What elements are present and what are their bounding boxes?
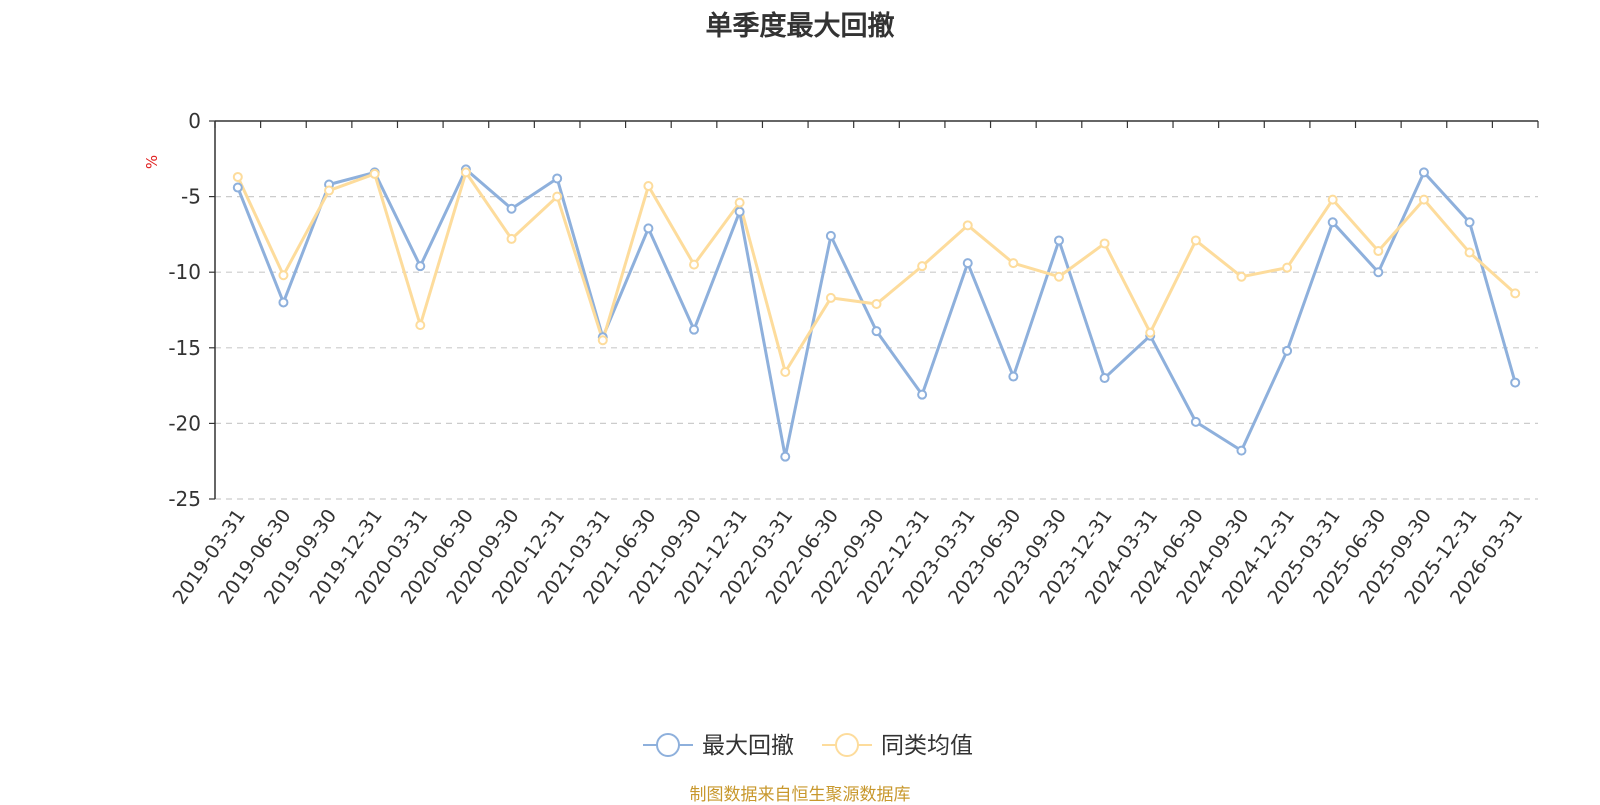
data-point-2 xyxy=(324,185,335,196)
data-point-1 xyxy=(1008,371,1019,382)
data-point-2 xyxy=(597,335,608,346)
data-point-1 xyxy=(734,206,745,217)
data-point-2 xyxy=(689,259,700,270)
legend-symbol-marker xyxy=(656,733,680,757)
data-point-2 xyxy=(1053,271,1064,282)
data-point-1 xyxy=(1327,217,1338,228)
data-point-2 xyxy=(552,191,563,202)
legend-label: 同类均值 xyxy=(881,733,973,759)
data-point-2 xyxy=(278,270,289,281)
y-tick-label: -10 xyxy=(168,260,201,284)
data-point-1 xyxy=(415,261,426,272)
data-point-2 xyxy=(917,261,928,272)
data-point-2 xyxy=(1418,194,1429,205)
data-point-2 xyxy=(460,167,471,178)
data-point-1 xyxy=(232,182,243,193)
data-point-2 xyxy=(369,168,380,179)
data-point-1 xyxy=(689,324,700,335)
data-point-2 xyxy=(1464,247,1475,258)
data-point-1 xyxy=(1190,416,1201,427)
data-point-2 xyxy=(1373,246,1384,257)
data-source-note: 制图数据来自恒生聚源数据库 xyxy=(689,785,911,805)
y-tick-label: 0 xyxy=(188,109,201,133)
data-point-1 xyxy=(506,203,517,214)
data-point-2 xyxy=(825,292,836,303)
data-point-2 xyxy=(1327,194,1338,205)
data-point-2 xyxy=(415,320,426,331)
data-point-1 xyxy=(825,230,836,241)
data-point-1 xyxy=(962,258,973,269)
data-point-2 xyxy=(1190,235,1201,246)
y-tick-label: -5 xyxy=(181,185,201,209)
data-point-2 xyxy=(1008,258,1019,269)
data-point-2 xyxy=(232,171,243,182)
data-point-1 xyxy=(917,389,928,400)
data-point-2 xyxy=(1282,262,1293,273)
data-point-2 xyxy=(1099,238,1110,249)
chart-title: 单季度最大回撤 xyxy=(705,11,895,42)
data-point-1 xyxy=(1282,345,1293,356)
data-point-1 xyxy=(1053,235,1064,246)
data-point-2 xyxy=(734,197,745,208)
data-point-1 xyxy=(1236,445,1247,456)
data-point-2 xyxy=(871,298,882,309)
legend-symbol-marker xyxy=(835,733,859,757)
data-point-2 xyxy=(1510,288,1521,299)
chart-area: 0-5-10-15-20-25%2019-03-312019-06-302019… xyxy=(143,109,1539,759)
data-point-1 xyxy=(278,297,289,308)
data-point-1 xyxy=(643,223,654,234)
data-point-1 xyxy=(1373,267,1384,278)
data-point-1 xyxy=(871,326,882,337)
y-axis-label: % xyxy=(143,155,161,169)
y-tick-label: -15 xyxy=(168,336,201,360)
data-point-2 xyxy=(1236,271,1247,282)
data-point-1 xyxy=(1510,377,1521,388)
data-point-2 xyxy=(643,181,654,192)
y-tick-label: -20 xyxy=(168,411,201,435)
data-point-1 xyxy=(1418,167,1429,178)
data-point-1 xyxy=(552,173,563,184)
data-point-2 xyxy=(780,366,791,377)
y-tick-label: -25 xyxy=(168,487,201,511)
data-point-2 xyxy=(506,233,517,244)
data-point-2 xyxy=(1145,327,1156,338)
data-point-1 xyxy=(780,451,791,462)
legend-label: 最大回撤 xyxy=(702,733,794,759)
data-point-2 xyxy=(962,220,973,231)
data-point-1 xyxy=(1099,373,1110,384)
data-point-1 xyxy=(1464,217,1475,228)
